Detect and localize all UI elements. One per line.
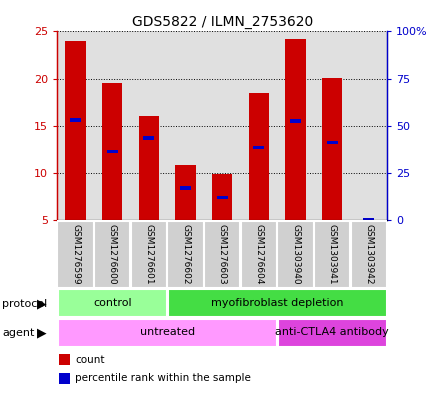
Text: GSM1303940: GSM1303940	[291, 224, 300, 285]
Bar	[278, 319, 387, 347]
Bar	[204, 221, 241, 288]
Bar	[277, 221, 314, 288]
Bar	[131, 221, 167, 288]
Text: GSM1276600: GSM1276600	[108, 224, 117, 285]
Bar	[322, 78, 342, 220]
Text: GSM1303941: GSM1303941	[328, 224, 337, 285]
Bar	[212, 174, 232, 220]
Bar	[326, 141, 338, 144]
Bar	[216, 196, 228, 199]
Text: GSM1276599: GSM1276599	[71, 224, 80, 285]
Bar	[66, 41, 86, 220]
Text: percentile rank within the sample: percentile rank within the sample	[75, 373, 251, 384]
Bar	[286, 39, 306, 220]
Bar	[176, 165, 196, 220]
Title: GDS5822 / ILMN_2753620: GDS5822 / ILMN_2753620	[132, 15, 313, 29]
Text: GSM1276602: GSM1276602	[181, 224, 190, 285]
Bar	[57, 221, 94, 288]
Text: ▶: ▶	[37, 297, 46, 310]
Bar	[94, 221, 131, 288]
Bar	[139, 116, 159, 220]
Text: untreated: untreated	[139, 327, 195, 338]
Text: agent: agent	[2, 328, 35, 338]
Text: GSM1303942: GSM1303942	[364, 224, 374, 285]
Bar	[253, 146, 264, 149]
Bar	[70, 118, 81, 122]
Text: count: count	[75, 354, 105, 365]
Bar	[249, 93, 269, 220]
Bar	[59, 373, 70, 384]
Bar	[59, 354, 70, 365]
Bar	[168, 289, 387, 317]
Bar	[58, 319, 277, 347]
Text: protocol: protocol	[2, 299, 48, 309]
Text: anti-CTLA4 antibody: anti-CTLA4 antibody	[275, 327, 389, 338]
Bar	[363, 218, 374, 221]
Bar	[290, 119, 301, 123]
Text: ▶: ▶	[37, 327, 46, 340]
Bar	[351, 221, 387, 288]
Text: control: control	[93, 298, 132, 308]
Bar	[180, 186, 191, 190]
Text: myofibroblast depletion: myofibroblast depletion	[211, 298, 344, 308]
Text: GSM1276601: GSM1276601	[144, 224, 154, 285]
Bar	[102, 83, 122, 220]
Text: GSM1276603: GSM1276603	[218, 224, 227, 285]
Bar	[314, 221, 351, 288]
Bar	[106, 150, 118, 153]
Bar	[167, 221, 204, 288]
Bar	[241, 221, 277, 288]
Bar	[143, 136, 154, 140]
Bar	[58, 289, 167, 317]
Text: GSM1276604: GSM1276604	[254, 224, 264, 285]
